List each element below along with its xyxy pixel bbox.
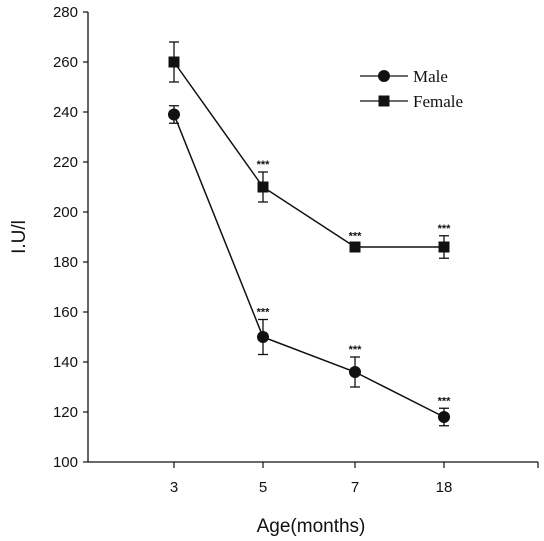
data-point-female bbox=[257, 181, 269, 193]
significance-label: *** bbox=[257, 307, 271, 319]
y-ticks: 100 120 140 160 180 200 220 240 260 280 bbox=[53, 4, 88, 471]
y-tick-label-100: 100 bbox=[53, 454, 78, 471]
x-tick-label-3: 3 bbox=[170, 479, 178, 496]
series-layer: *** *** *** *** *** *** bbox=[168, 41, 452, 427]
significance-label: *** bbox=[438, 395, 452, 407]
legend-marker-square bbox=[378, 95, 390, 107]
y-tick-label-280: 280 bbox=[53, 4, 78, 21]
x-tick-label-7: 7 bbox=[351, 479, 359, 496]
y-tick-label-160: 160 bbox=[53, 304, 78, 321]
data-point-male bbox=[349, 366, 361, 378]
legend-marker-circle bbox=[378, 70, 390, 82]
data-point-female bbox=[349, 241, 361, 253]
legend-item-female: Female bbox=[360, 92, 463, 111]
legend-label-female: Female bbox=[413, 92, 463, 111]
x-tick-label-5: 5 bbox=[259, 479, 267, 496]
series-line-female bbox=[173, 61, 444, 248]
y-tick-label-240: 240 bbox=[53, 104, 78, 121]
x-ticks: 3 5 7 18 bbox=[170, 462, 539, 496]
data-point-female bbox=[168, 56, 180, 68]
x-tick-label-18: 18 bbox=[436, 479, 453, 496]
y-tick-label-220: 220 bbox=[53, 154, 78, 171]
series-male: *** *** *** bbox=[168, 105, 452, 427]
significance-label: *** bbox=[438, 223, 452, 235]
significance-label: *** bbox=[349, 344, 363, 356]
data-point-female bbox=[438, 241, 450, 253]
data-point-male bbox=[257, 331, 269, 343]
significance-label: *** bbox=[257, 159, 271, 171]
axes bbox=[87, 12, 538, 463]
y-tick-label-260: 260 bbox=[53, 54, 78, 71]
legend: Male Female bbox=[360, 67, 463, 111]
legend-label-male: Male bbox=[413, 67, 448, 86]
legend-item-male: Male bbox=[360, 67, 448, 86]
significance-label: *** bbox=[349, 230, 363, 242]
x-axis-title: Age(months) bbox=[257, 516, 366, 537]
y-tick-label-120: 120 bbox=[53, 404, 78, 421]
data-point-male bbox=[438, 411, 450, 423]
data-point-male bbox=[168, 108, 180, 121]
series-line-male bbox=[173, 114, 445, 418]
y-axis-title: I.U/l bbox=[9, 220, 30, 254]
series-female: *** *** *** bbox=[168, 41, 452, 259]
y-tick-label-200: 200 bbox=[53, 204, 78, 221]
y-tick-label-140: 140 bbox=[53, 354, 78, 371]
y-tick-label-180: 180 bbox=[53, 254, 78, 271]
